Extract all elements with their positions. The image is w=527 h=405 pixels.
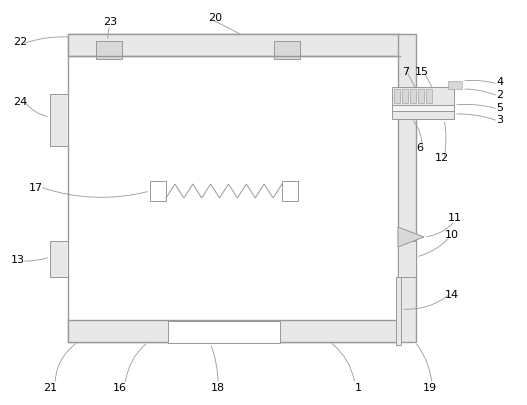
Bar [410,90,416,104]
Bar [392,112,454,120]
Bar [448,82,462,90]
Bar [282,181,298,202]
Text: 7: 7 [403,67,409,77]
Bar [68,35,400,342]
Text: 18: 18 [211,382,225,392]
Bar [168,321,280,343]
Bar [396,277,401,345]
Text: 12: 12 [435,153,449,162]
Bar [398,241,416,277]
Text: 1: 1 [355,382,362,392]
Bar [392,106,454,112]
Text: 21: 21 [43,382,57,392]
Text: 24: 24 [13,97,27,107]
Bar [50,95,68,147]
Text: 19: 19 [423,382,437,392]
Text: 10: 10 [445,230,459,239]
Bar [150,181,166,202]
Polygon shape [398,228,424,247]
Text: 11: 11 [448,213,462,222]
Text: 15: 15 [415,67,429,77]
Text: 14: 14 [445,289,459,299]
Text: 3: 3 [496,115,503,125]
Text: 4: 4 [496,77,504,87]
Text: 20: 20 [208,13,222,23]
Bar [50,241,68,277]
Bar [394,90,400,104]
Bar [68,35,400,57]
Bar [402,90,408,104]
Text: 16: 16 [113,382,127,392]
Bar [274,42,300,60]
Text: 23: 23 [103,17,117,27]
Text: 6: 6 [416,143,424,153]
Bar [418,90,424,104]
Text: 13: 13 [11,254,25,264]
Text: 5: 5 [496,103,503,113]
Text: 17: 17 [29,183,43,192]
Bar [398,35,416,342]
Text: 2: 2 [496,90,504,100]
Text: 22: 22 [13,37,27,47]
Bar [68,320,400,342]
Bar [426,90,432,104]
Bar [96,42,122,60]
Bar [392,88,454,106]
